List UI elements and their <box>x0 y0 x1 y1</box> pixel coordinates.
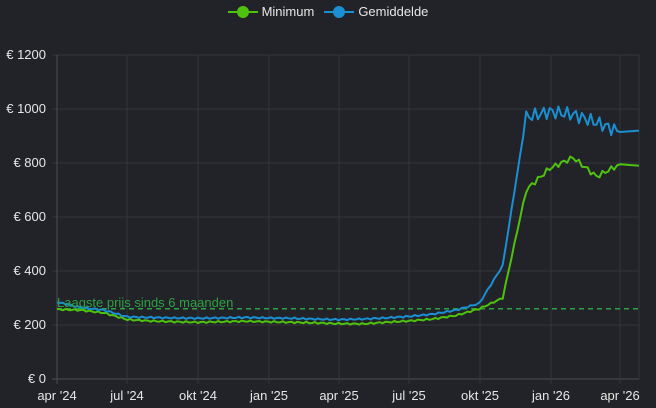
reference-line-label: Laagste prijs sinds 6 maanden <box>57 295 234 310</box>
x-tick-label: okt '25 <box>461 388 499 403</box>
y-tick-label: € 0 <box>27 371 46 386</box>
legend-item-gemiddelde[interactable]: Gemiddelde <box>324 4 428 19</box>
legend-label: Minimum <box>261 4 315 19</box>
series-line-minimum[interactable] <box>56 155 640 326</box>
y-tick-label: € 200 <box>13 317 46 332</box>
y-tick-label: € 1200 <box>6 47 46 62</box>
legend-label: Gemiddelde <box>358 4 429 19</box>
legend: Minimum Gemiddelde <box>0 4 656 19</box>
y-tick-label: € 400 <box>13 263 46 278</box>
series-marker-icon <box>227 5 258 18</box>
y-tick-label: € 800 <box>13 155 46 170</box>
legend-item-minimum[interactable]: Minimum <box>227 4 315 19</box>
x-tick-label: apr '25 <box>319 388 359 403</box>
y-tick-label: € 600 <box>13 209 46 224</box>
series-lines <box>56 105 640 326</box>
series-line-gemiddelde[interactable] <box>56 105 640 322</box>
x-tick-label: jan '26 <box>532 388 570 403</box>
grid-lines <box>52 54 640 384</box>
x-tick-label: apr '26 <box>600 388 640 403</box>
y-tick-label: € 1000 <box>6 101 46 116</box>
x-tick-label: apr '24 <box>37 388 77 403</box>
x-tick-label: okt '24 <box>179 388 217 403</box>
series-marker-icon <box>324 5 355 18</box>
x-tick-label: jul '24 <box>110 388 144 403</box>
x-tick-label: jul '25 <box>392 388 426 403</box>
x-tick-label: jan '25 <box>250 388 288 403</box>
